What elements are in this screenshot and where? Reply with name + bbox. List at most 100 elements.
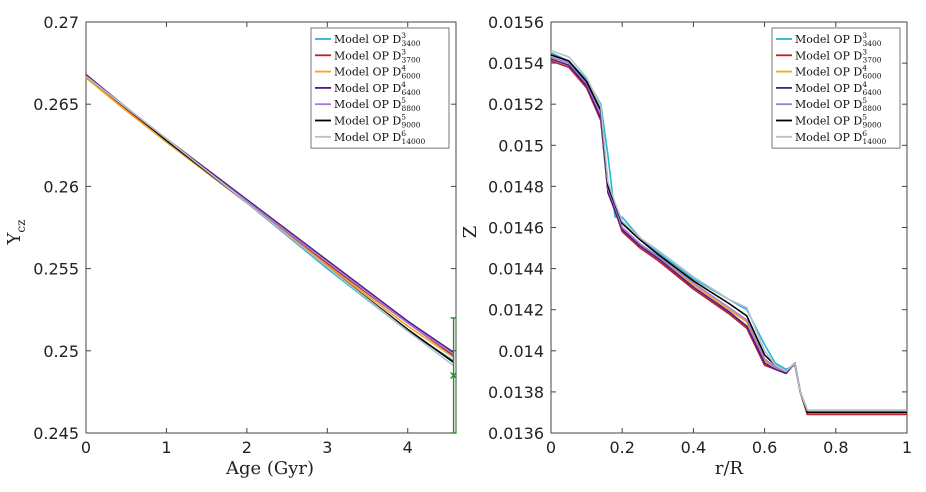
legend-label-sub: 14000 <box>401 137 425 146</box>
legend-label-sup: 4 <box>401 80 406 89</box>
y-axis-label: Z <box>460 226 481 239</box>
legend-label-base: Model OP D <box>334 115 401 128</box>
y-tick-label: 0.25 <box>43 342 79 361</box>
x-tick-label: 0.6 <box>752 438 777 457</box>
legend-label-base: Model OP D <box>795 98 862 111</box>
y-tick-label: 0.0146 <box>488 219 544 238</box>
y-tick-label: 0.265 <box>33 95 79 114</box>
x-tick-label: 2 <box>242 438 252 457</box>
y-axis-label: Ycz <box>4 220 28 246</box>
x-tick-label: 0 <box>81 438 91 457</box>
x-tick-label: 1 <box>161 438 171 457</box>
legend-label-base: Model OP D <box>795 66 862 79</box>
legend-label-sub: 6400 <box>401 88 420 97</box>
legend-label-sup: 5 <box>862 96 867 105</box>
legend-label: Model OP D5 9000 <box>334 113 421 130</box>
legend-label-sup: 3 <box>401 47 406 56</box>
y-tick-label: 0.0148 <box>488 177 544 196</box>
y-tick-label: 0.245 <box>33 424 79 443</box>
legend-label-base: Model OP D <box>795 49 862 62</box>
legend-label-sup: 5 <box>862 113 867 122</box>
legend-label-sub: 8800 <box>401 104 420 113</box>
y-tick-label: 0.0142 <box>488 301 544 320</box>
y-tick-label: 0.015 <box>498 136 544 155</box>
legend-box <box>771 27 901 149</box>
legend-label-sub: 9000 <box>401 121 420 130</box>
legend-label-sub: 3700 <box>862 55 881 64</box>
series-lines <box>85 73 455 367</box>
x-tick-label: 0.8 <box>823 438 848 457</box>
x-tick-label: 3 <box>322 438 332 457</box>
y-axis-label-main: Y <box>4 231 25 245</box>
x-axis-label: r/R <box>715 458 744 479</box>
observation-marker <box>450 371 458 379</box>
legend-label: Model OP D5 8800 <box>334 96 421 113</box>
y-tick-label: 0.255 <box>33 260 79 279</box>
legend-label-sub: 3400 <box>862 39 881 48</box>
x-tick-label: 0.2 <box>609 438 634 457</box>
x-tick-label: 1 <box>902 438 912 457</box>
legend-label-sup: 4 <box>862 64 867 73</box>
legend-label-sub: 9000 <box>862 121 881 130</box>
y-tick-label: 0.0136 <box>488 424 544 443</box>
legend-label-sub: 6000 <box>862 72 881 81</box>
legend-label-sub: 6000 <box>401 72 420 81</box>
plot-frame <box>85 21 457 434</box>
legend-label-base: Model OP D <box>334 49 401 62</box>
x-tick-label: 0 <box>546 438 556 457</box>
legend-label: Model OP D3 3400 <box>334 31 421 48</box>
legend-label-sup: 6 <box>862 129 867 138</box>
legend-label-base: Model OP D <box>795 33 862 46</box>
legend-label-sub: 6400 <box>862 88 881 97</box>
legend-label-sup: 5 <box>401 113 406 122</box>
axis-ticks: 0 1 2 3 4 0.245 0.25 0.255 0.26 0.265 0.27 <box>33 13 456 457</box>
legend-label: Model OP D6 14000 <box>334 129 426 146</box>
legend-label-sup: 6 <box>401 129 406 138</box>
y-tick-label: 0.0144 <box>488 260 544 279</box>
legend-label-sup: 3 <box>862 31 867 40</box>
legend-label-base: Model OP D <box>334 66 401 79</box>
series-lines <box>550 50 907 416</box>
axis-ticks: 0 0.2 0.4 0.6 0.8 1 0.0136 0.0138 0.014 0.0142 0.0… <box>488 13 912 457</box>
legend-label-sup: 3 <box>862 47 867 56</box>
legend-label-sub: 14000 <box>862 137 886 146</box>
legend-label-base: Model OP D <box>795 131 862 144</box>
legend-label: Model OP D4 6400 <box>795 80 882 97</box>
observation-errorbar <box>450 317 458 434</box>
legend-box <box>310 27 450 149</box>
legend-label: Model OP D6 14000 <box>795 129 887 146</box>
legend-label-sub: 8800 <box>862 104 881 113</box>
legend-label: Model OP D5 8800 <box>795 96 882 113</box>
legend-label-base: Model OP D <box>334 33 401 46</box>
legend-label: Model OP D4 6400 <box>334 80 421 97</box>
legend-label: Model OP D5 9000 <box>795 113 882 130</box>
legend-label-sub: 3700 <box>401 55 420 64</box>
legend-label: Model OP D4 6000 <box>795 64 882 81</box>
metallicity-chart: 0 0.2 0.4 0.6 0.8 1 0.0136 0.0138 0.014 0.0142 0.0… <box>460 13 912 479</box>
legend-label: Model OP D3 3400 <box>795 31 882 48</box>
y-tick-label: 0.0156 <box>488 13 544 32</box>
legend-label-base: Model OP D <box>334 82 401 95</box>
series-line <box>550 50 907 412</box>
legend-label-base: Model OP D <box>334 98 401 111</box>
y-tick-label: 0.0154 <box>488 54 544 73</box>
x-axis-label: Age (Gyr) <box>225 458 314 479</box>
y-tick-label: 0.014 <box>498 342 544 361</box>
x-tick-label: 0.4 <box>681 438 706 457</box>
y-tick-label: 0.0138 <box>488 383 544 402</box>
age-chart: 0 1 2 3 4 0.245 0.25 0.255 0.26 0.265 0.27 Age (Gy… <box>4 13 458 479</box>
legend-label-sup: 4 <box>401 64 406 73</box>
legend-label-sup: 3 <box>401 31 406 40</box>
legend-label-sub: 3400 <box>401 39 420 48</box>
legend-label: Model OP D4 6000 <box>334 64 421 81</box>
x-tick-label: 4 <box>403 438 413 457</box>
legend-label: Model OP D3 3700 <box>795 47 882 64</box>
y-axis-label-sub: cz <box>14 220 28 233</box>
legend-label-sup: 5 <box>401 96 406 105</box>
legend-label: Model OP D3 3700 <box>334 47 421 64</box>
legend-label-base: Model OP D <box>795 115 862 128</box>
legend-label-base: Model OP D <box>334 131 401 144</box>
